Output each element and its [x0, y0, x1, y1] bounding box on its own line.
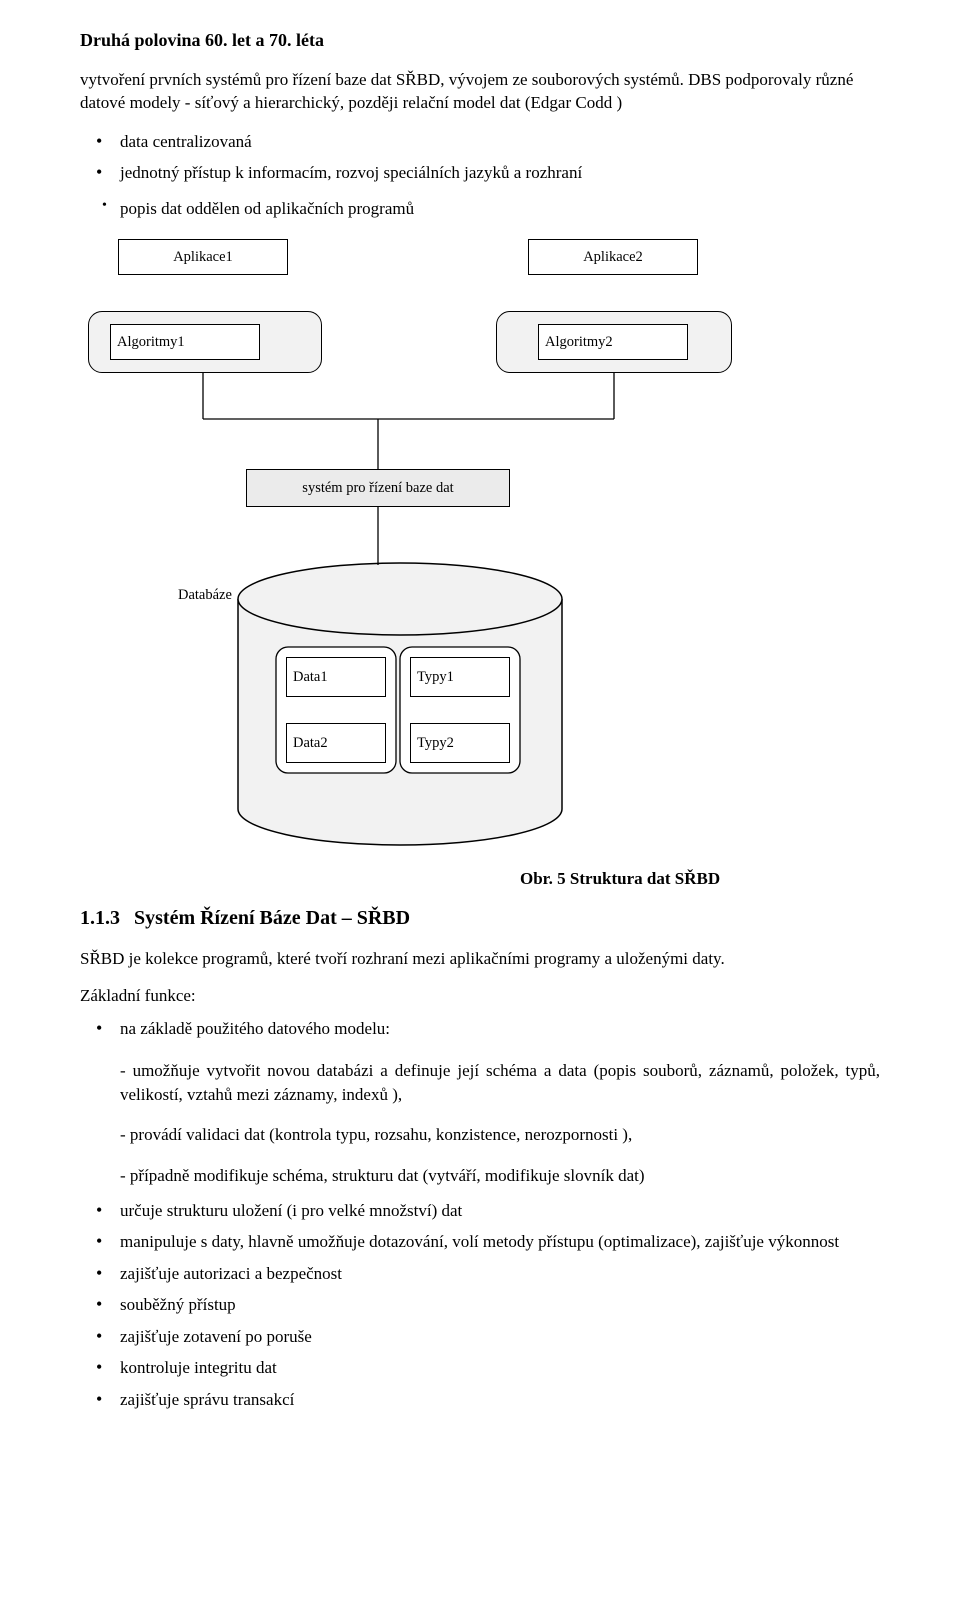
list-item: jednotný přístup k informacím, rozvoj sp… [80, 160, 880, 186]
label-databaze: Databáze [178, 587, 232, 604]
box-algoritmy2: Algoritmy2 [538, 324, 688, 360]
list-item: souběžný přístup [80, 1292, 880, 1318]
funkce-list-cont: určuje strukturu uložení (i pro velké mn… [80, 1198, 880, 1413]
nested-line: - provádí validaci dat (kontrola typu, r… [120, 1123, 880, 1147]
box-data1: Data1 [286, 657, 386, 697]
figure-caption: Obr. 5 Struktura dat SŘBD [80, 869, 880, 889]
list-item: zajišťuje zotavení po poruše [80, 1324, 880, 1350]
funkce-list: na základě použitého datového modelu: [80, 1016, 880, 1042]
box-algoritmy1: Algoritmy1 [110, 324, 260, 360]
top-bullet-list: data centralizovaná jednotný přístup k i… [80, 129, 880, 186]
funkce-label: Základní funkce: [80, 985, 880, 1008]
list-item: zajišťuje autorizaci a bezpečnost [80, 1261, 880, 1287]
list-item: data centralizovaná [80, 129, 880, 155]
page: Druhá polovina 60. let a 70. léta vytvoř… [40, 0, 920, 1482]
srbd-paragraph: SŘBD je kolekce programů, které tvoří ro… [80, 948, 880, 971]
heading: Druhá polovina 60. let a 70. léta [80, 30, 880, 51]
list-item: určuje strukturu uložení (i pro velké mn… [80, 1198, 880, 1224]
top-sub-bullet-list: popis dat oddělen od aplikačních program… [80, 196, 880, 222]
intro-paragraph: vytvoření prvních systémů pro řízení baz… [80, 69, 880, 115]
nested-line: - umožňuje vytvořit novou databázi a def… [120, 1059, 880, 1107]
box-srbd: systém pro řízení baze dat [246, 469, 510, 507]
box-typy1: Typy1 [410, 657, 510, 697]
section-heading: 1.1.3Systém Řízení Báze Dat – SŘBD [80, 907, 880, 930]
box-aplikace2: Aplikace2 [528, 239, 698, 275]
architecture-diagram: Aplikace1 Aplikace2 Algoritmy1 Algoritmy… [80, 239, 860, 859]
list-item: popis dat oddělen od aplikačních program… [80, 196, 880, 222]
list-item: zajišťuje správu transakcí [80, 1387, 880, 1413]
box-data2: Data2 [286, 723, 386, 763]
list-item: na základě použitého datového modelu: [80, 1016, 880, 1042]
nested-line: - případně modifikuje schéma, strukturu … [120, 1164, 880, 1188]
section-title: Systém Řízení Báze Dat – SŘBD [134, 907, 410, 929]
box-aplikace1: Aplikace1 [118, 239, 288, 275]
section-number: 1.1.3 [80, 907, 134, 930]
box-typy2: Typy2 [410, 723, 510, 763]
list-item: kontroluje integritu dat [80, 1355, 880, 1381]
list-item: manipuluje s daty, hlavně umožňuje dotaz… [80, 1229, 880, 1255]
